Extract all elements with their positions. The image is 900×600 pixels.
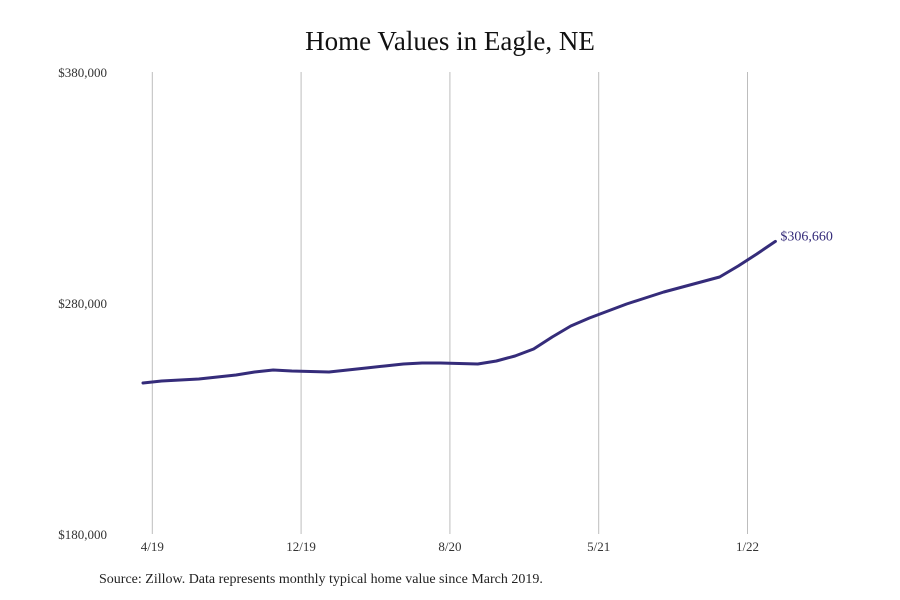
x-tick-label: 5/21 — [587, 539, 610, 554]
series-line — [141, 239, 777, 385]
y-tick-label: $380,000 — [58, 65, 107, 80]
x-tick-label: 8/20 — [438, 539, 461, 554]
x-tick-label: 12/19 — [286, 539, 316, 554]
chart-title: Home Values in Eagle, NE — [305, 26, 595, 56]
x-tick-label: 4/19 — [141, 539, 164, 554]
end-value-label: $306,660 — [780, 229, 833, 244]
source-note: Source: Zillow. Data represents monthly … — [99, 572, 543, 587]
x-tick-label: 1/22 — [736, 539, 759, 554]
y-tick-label: $280,000 — [58, 296, 107, 311]
y-tick-label: $180,000 — [58, 527, 107, 542]
